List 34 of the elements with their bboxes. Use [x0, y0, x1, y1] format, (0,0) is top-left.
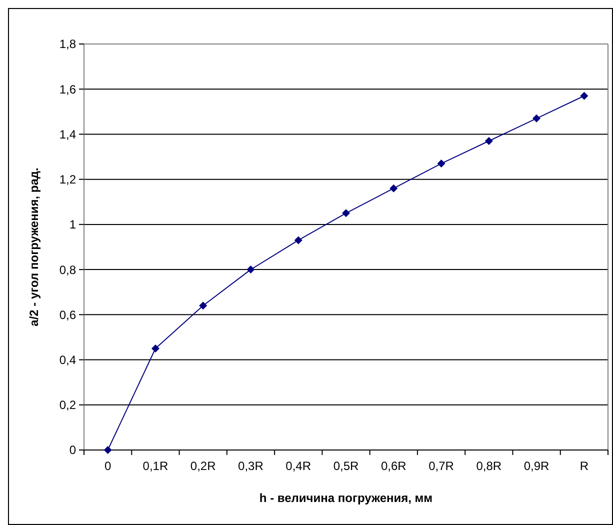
y-tick-label: 1: [69, 218, 76, 232]
x-tick-label: 0,9R: [524, 459, 550, 473]
point: [532, 114, 541, 122]
y-axis-title: a/2 - угол погружения, рад.: [27, 168, 41, 326]
x-tick-label: 0,3R: [238, 459, 264, 473]
y-tick-label: 0,8: [59, 262, 76, 277]
x-tick-label: R: [580, 459, 589, 473]
point: [246, 266, 255, 274]
x-tick-label: 0: [104, 459, 112, 473]
y-tick-label: 0,6: [59, 308, 76, 322]
point: [294, 236, 302, 244]
x-tick-label: 0,6R: [380, 459, 407, 473]
x-tick-label: 0,5R: [333, 459, 359, 473]
x-tick-label: 0,2R: [190, 459, 216, 473]
y-tick-label: 0,4: [59, 352, 76, 367]
point: [199, 302, 208, 310]
x-axis-title: h - величина погружения, мм: [259, 491, 433, 505]
x-tick-label: 0,4R: [286, 459, 312, 473]
point: [342, 209, 350, 218]
point: [437, 160, 446, 168]
y-tick-label: 0,2: [59, 398, 76, 412]
point: [484, 136, 493, 145]
point: [390, 184, 398, 192]
point: [580, 92, 588, 100]
x-tick-label: 0,8R: [476, 459, 502, 473]
y-tick-label: 1,6: [59, 82, 76, 96]
point: [151, 344, 160, 352]
x-tick-label: 0,1R: [142, 459, 168, 473]
y-tick-label: 1,8: [59, 37, 76, 52]
y-tick-label: 1,4: [59, 127, 76, 142]
y-tick-label: 0: [69, 443, 76, 458]
x-tick-label: 0,7R: [428, 459, 454, 473]
y-tick-label: 1,2: [59, 172, 76, 187]
point: [104, 446, 112, 454]
